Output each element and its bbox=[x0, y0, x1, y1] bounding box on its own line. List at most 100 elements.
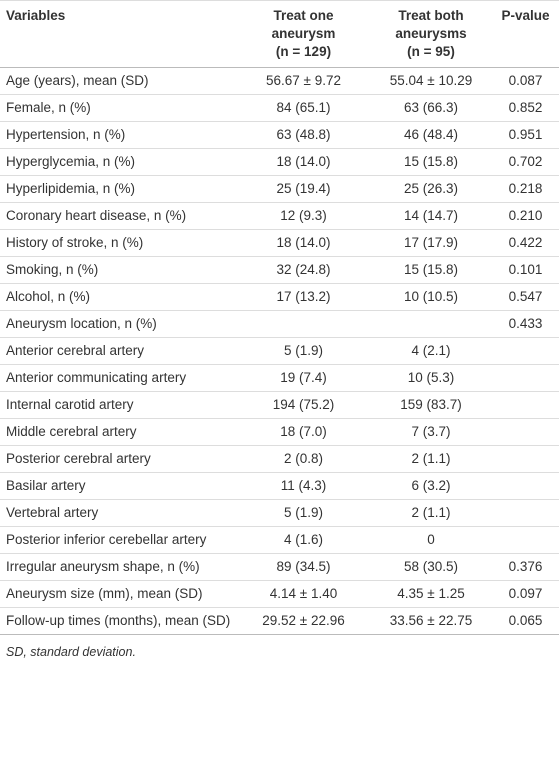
table-cell: 32 (24.8) bbox=[237, 256, 370, 284]
table-row: Hyperlipidemia, n (%) 25 (19.4) 25 (26.3) 0… bbox=[0, 175, 559, 203]
table-cell: 29.52 ± 22.96 bbox=[237, 607, 370, 635]
table-cell: Internal carotid artery bbox=[0, 391, 237, 419]
header-cell: P-value bbox=[492, 0, 559, 68]
table-cell: Coronary heart disease, n (%) bbox=[0, 202, 237, 230]
table-cell: 18 (14.0) bbox=[237, 229, 370, 257]
table-row: Hyperglycemia, n (%) 18 (14.0) 15 (15.8) 0.… bbox=[0, 148, 559, 176]
table-row: Posterior inferior cerebellar artery 4 (1… bbox=[0, 526, 559, 554]
header-line: Treat one bbox=[273, 8, 334, 23]
table-cell: Posterior inferior cerebellar artery bbox=[0, 526, 237, 554]
table-cell: Aneurysm size (mm), mean (SD) bbox=[0, 580, 237, 608]
table-row: Follow-up times (months), mean (SD) 29.52… bbox=[0, 607, 559, 635]
table-row: History of stroke, n (%) 18 (14.0) 17 (17.… bbox=[0, 229, 559, 257]
table-cell: 0.951 bbox=[492, 121, 559, 149]
table-cell: 0.210 bbox=[492, 202, 559, 230]
table-row: Basilar artery 11 (4.3) 6 (3.2) bbox=[0, 472, 559, 500]
table-cell: Age (years), mean (SD) bbox=[0, 67, 237, 95]
table-row: Aneurysm size (mm), mean (SD) 4.14 ± 1.40… bbox=[0, 580, 559, 608]
table-cell: 5 (1.9) bbox=[237, 337, 370, 365]
table-cell: 56.67 ± 9.72 bbox=[237, 67, 370, 95]
table-cell: Aneurysm location, n (%) bbox=[0, 310, 237, 338]
table-cell: 25 (26.3) bbox=[370, 175, 492, 203]
table-cell bbox=[492, 364, 559, 392]
table-cell: 0.065 bbox=[492, 607, 559, 635]
table-cell: 25 (19.4) bbox=[237, 175, 370, 203]
table-cell: 159 (83.7) bbox=[370, 391, 492, 419]
table-row: Smoking, n (%) 32 (24.8) 15 (15.8) 0.101 bbox=[0, 256, 559, 284]
table-cell: Anterior communicating artery bbox=[0, 364, 237, 392]
header-line: P-value bbox=[501, 8, 550, 23]
table-cell: 2 (0.8) bbox=[237, 445, 370, 473]
table-cell bbox=[492, 445, 559, 473]
table-cell: Alcohol, n (%) bbox=[0, 283, 237, 311]
table-cell: 4.35 ± 1.25 bbox=[370, 580, 492, 608]
table-cell: Middle cerebral artery bbox=[0, 418, 237, 446]
table-cell: 15 (15.8) bbox=[370, 256, 492, 284]
header-line: aneurysm bbox=[271, 26, 336, 41]
table-cell: 0.702 bbox=[492, 148, 559, 176]
table-cell: 11 (4.3) bbox=[237, 472, 370, 500]
table-row: Coronary heart disease, n (%) 12 (9.3) 14 … bbox=[0, 202, 559, 230]
table-cell: 0.097 bbox=[492, 580, 559, 608]
table-cell: 63 (66.3) bbox=[370, 94, 492, 122]
table-cell: 0.376 bbox=[492, 553, 559, 581]
table-row: Internal carotid artery 194 (75.2) 159 (83… bbox=[0, 391, 559, 419]
table-cell bbox=[492, 391, 559, 419]
table-cell: 0.422 bbox=[492, 229, 559, 257]
table-cell: 46 (48.4) bbox=[370, 121, 492, 149]
table-cell: History of stroke, n (%) bbox=[0, 229, 237, 257]
header-cell: Variables bbox=[0, 0, 237, 68]
data-table: Variables Treat one aneurysm (n = 129) Treat… bbox=[0, 0, 559, 635]
table-row: Posterior cerebral artery 2 (0.8) 2 (1.1) bbox=[0, 445, 559, 473]
table-cell: Hyperlipidemia, n (%) bbox=[0, 175, 237, 203]
table-cell: 58 (30.5) bbox=[370, 553, 492, 581]
table-row: Hypertension, n (%) 63 (48.8) 46 (48.4) 0.9… bbox=[0, 121, 559, 149]
table-cell: 55.04 ± 10.29 bbox=[370, 67, 492, 95]
table-cell: 63 (48.8) bbox=[237, 121, 370, 149]
table-row: Alcohol, n (%) 17 (13.2) 10 (10.5) 0.547 bbox=[0, 283, 559, 311]
table-cell: 7 (3.7) bbox=[370, 418, 492, 446]
table-cell: 15 (15.8) bbox=[370, 148, 492, 176]
table-cell: 2 (1.1) bbox=[370, 499, 492, 527]
table-cell: 0.101 bbox=[492, 256, 559, 284]
table-cell: 17 (13.2) bbox=[237, 283, 370, 311]
table-cell: 18 (14.0) bbox=[237, 148, 370, 176]
header-line: (n = 129) bbox=[275, 44, 332, 59]
table-cell: Female, n (%) bbox=[0, 94, 237, 122]
table-cell bbox=[492, 418, 559, 446]
table-row: Irregular aneurysm shape, n (%) 89 (34.5)… bbox=[0, 553, 559, 581]
table-cell: Basilar artery bbox=[0, 472, 237, 500]
table-cell: 19 (7.4) bbox=[237, 364, 370, 392]
table-cell bbox=[492, 526, 559, 554]
table-cell: 4.14 ± 1.40 bbox=[237, 580, 370, 608]
table-cell: 12 (9.3) bbox=[237, 202, 370, 230]
header-line: Variables bbox=[6, 8, 66, 23]
header-row: Variables Treat one aneurysm (n = 129) Treat… bbox=[0, 0, 559, 68]
table-row: Anterior communicating artery 19 (7.4) 10 … bbox=[0, 364, 559, 392]
table-cell: 10 (10.5) bbox=[370, 283, 492, 311]
table-cell: Hypertension, n (%) bbox=[0, 121, 237, 149]
table-row: Middle cerebral artery 18 (7.0) 7 (3.7) bbox=[0, 418, 559, 446]
table-cell: Hyperglycemia, n (%) bbox=[0, 148, 237, 176]
header-line: Treat both bbox=[398, 8, 464, 23]
table-cell: 18 (7.0) bbox=[237, 418, 370, 446]
table-cell: 4 (2.1) bbox=[370, 337, 492, 365]
table-cell bbox=[237, 310, 370, 338]
table-cell: 2 (1.1) bbox=[370, 445, 492, 473]
table-cell: 10 (5.3) bbox=[370, 364, 492, 392]
header-line: aneurysms bbox=[395, 26, 467, 41]
table-cell: Smoking, n (%) bbox=[0, 256, 237, 284]
table-cell: 0 bbox=[370, 526, 492, 554]
table-cell: 5 (1.9) bbox=[237, 499, 370, 527]
table-cell: 17 (17.9) bbox=[370, 229, 492, 257]
table-cell: 194 (75.2) bbox=[237, 391, 370, 419]
table-cell: 0.218 bbox=[492, 175, 559, 203]
table-row: Female, n (%) 84 (65.1) 63 (66.3) 0.852 bbox=[0, 94, 559, 122]
table-cell: 0.087 bbox=[492, 67, 559, 95]
table-cell bbox=[370, 310, 492, 338]
table-row: Age (years), mean (SD) 56.67 ± 9.72 55.04 … bbox=[0, 67, 559, 95]
table-cell: 6 (3.2) bbox=[370, 472, 492, 500]
table-cell: 0.852 bbox=[492, 94, 559, 122]
table-cell: 89 (34.5) bbox=[237, 553, 370, 581]
